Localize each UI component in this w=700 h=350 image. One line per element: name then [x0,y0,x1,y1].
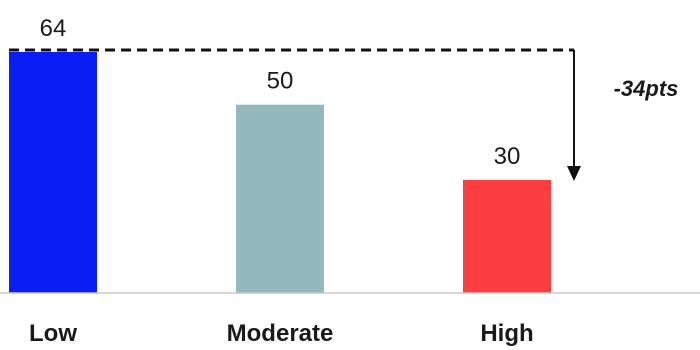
arrow-head-icon [567,166,581,182]
value-label-moderate: 50 [267,68,294,95]
value-labels-group: 64 50 30 [40,15,521,170]
difference-annotation: -34pts [9,48,679,182]
value-label-high: 30 [494,143,521,170]
bar-moderate [236,104,324,293]
difference-label: -34pts [614,76,679,101]
category-label-low: Low [29,320,77,347]
category-label-high: High [480,320,533,347]
bars-group [9,52,551,293]
bar-low [9,52,97,293]
category-labels-group: Low Moderate High [29,320,534,347]
category-label-moderate: Moderate [227,320,334,347]
bar-high [463,180,551,293]
value-label-low: 64 [40,15,67,42]
